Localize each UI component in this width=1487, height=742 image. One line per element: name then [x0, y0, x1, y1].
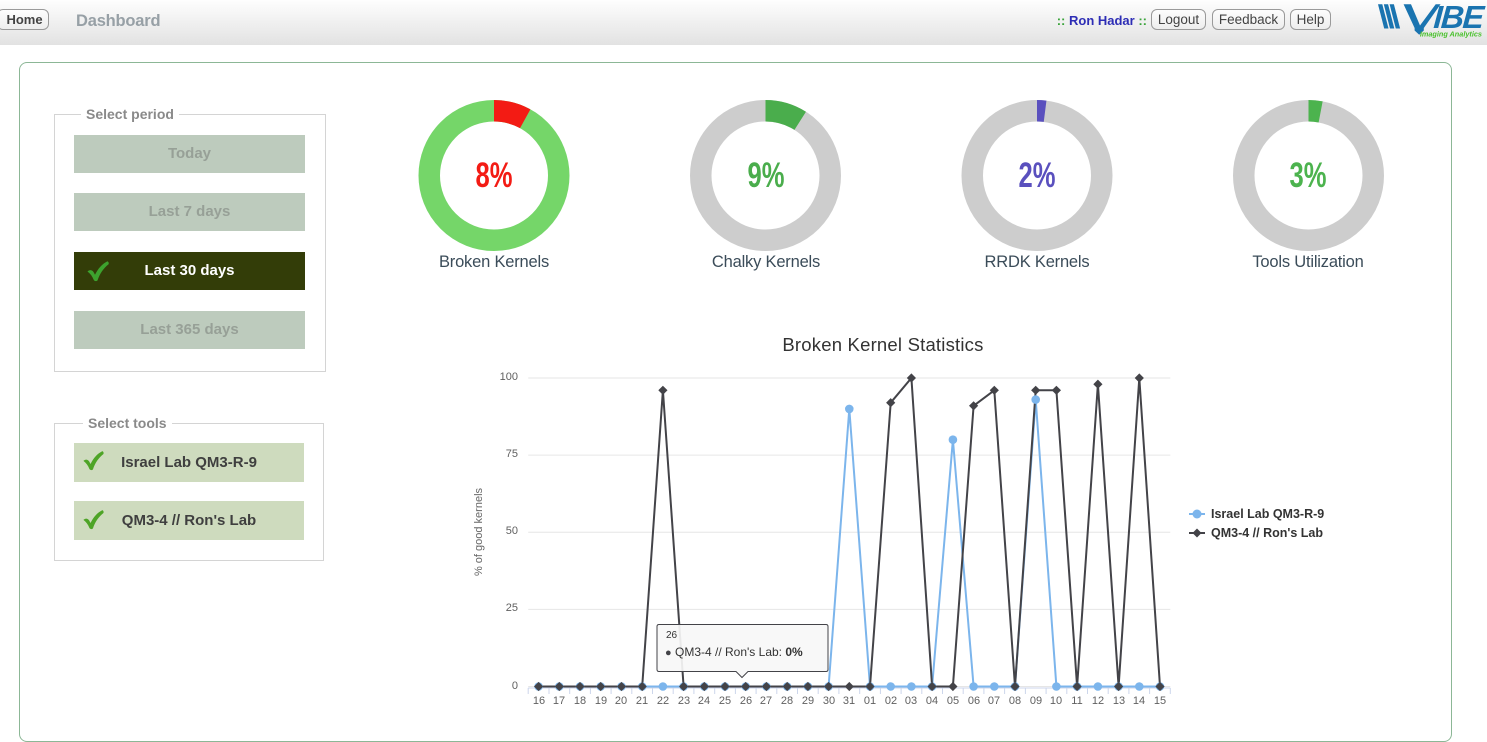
svg-text:IBE: IBE [1433, 0, 1486, 35]
svg-text:Imaging Analytics: Imaging Analytics [1420, 30, 1482, 39]
